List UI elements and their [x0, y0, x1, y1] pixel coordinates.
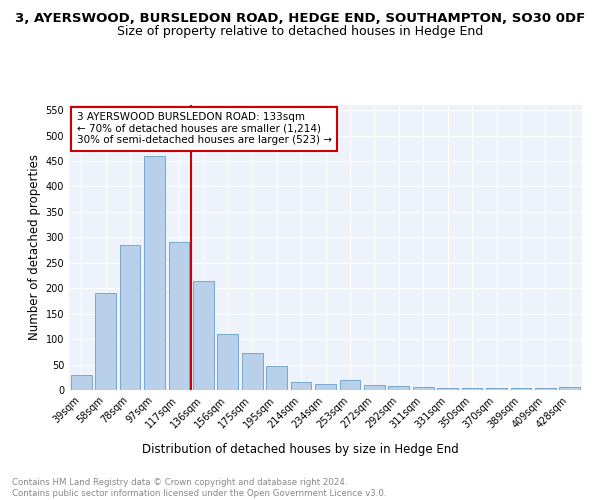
Bar: [559, 388, 580, 390]
Bar: [364, 385, 385, 390]
Bar: [290, 382, 311, 390]
Y-axis label: Number of detached properties: Number of detached properties: [28, 154, 41, 340]
Text: Size of property relative to detached houses in Hedge End: Size of property relative to detached ho…: [117, 25, 483, 38]
Bar: [486, 388, 507, 390]
Bar: [511, 388, 532, 390]
Bar: [95, 294, 116, 390]
Text: Contains HM Land Registry data © Crown copyright and database right 2024.
Contai: Contains HM Land Registry data © Crown c…: [12, 478, 386, 498]
Bar: [217, 334, 238, 390]
Bar: [169, 242, 190, 390]
Bar: [413, 388, 434, 390]
Bar: [71, 374, 92, 390]
Bar: [388, 386, 409, 390]
Bar: [461, 388, 482, 390]
Bar: [340, 380, 361, 390]
Bar: [315, 384, 336, 390]
Bar: [193, 280, 214, 390]
Bar: [144, 156, 165, 390]
Text: 3 AYERSWOOD BURSLEDON ROAD: 133sqm
← 70% of detached houses are smaller (1,214)
: 3 AYERSWOOD BURSLEDON ROAD: 133sqm ← 70%…: [77, 112, 332, 146]
Bar: [119, 245, 140, 390]
Text: Distribution of detached houses by size in Hedge End: Distribution of detached houses by size …: [142, 442, 458, 456]
Text: 3, AYERSWOOD, BURSLEDON ROAD, HEDGE END, SOUTHAMPTON, SO30 0DF: 3, AYERSWOOD, BURSLEDON ROAD, HEDGE END,…: [15, 12, 585, 26]
Bar: [242, 353, 263, 390]
Bar: [535, 388, 556, 390]
Bar: [266, 366, 287, 390]
Bar: [437, 388, 458, 390]
